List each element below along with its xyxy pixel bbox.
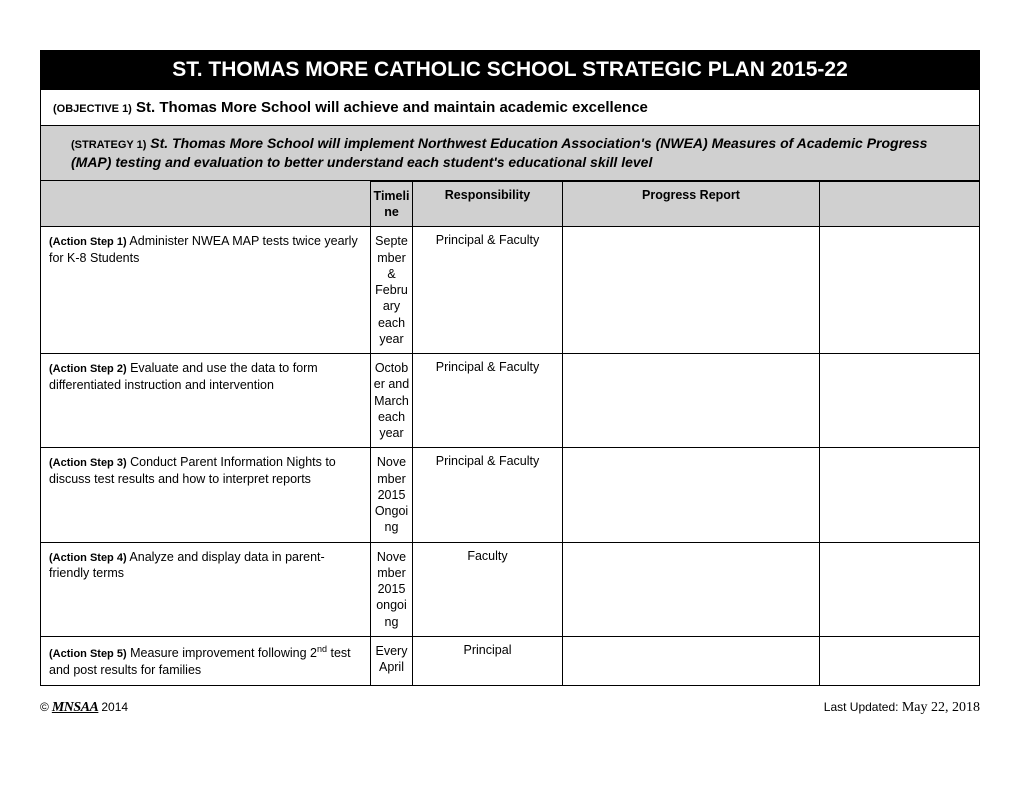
- updated-date: May 22, 2018: [902, 700, 980, 715]
- header-progress: Progress Report: [563, 181, 820, 227]
- action-cell: (Action Step 5) Measure improvement foll…: [41, 636, 371, 685]
- action-cell: (Action Step 4) Analyze and display data…: [41, 542, 371, 636]
- progress-cell: [563, 227, 820, 354]
- responsibility-cell: Principal & Faculty: [413, 227, 563, 354]
- action-cell: (Action Step 1) Administer NWEA MAP test…: [41, 227, 371, 354]
- table-row: (Action Step 4) Analyze and display data…: [41, 542, 980, 636]
- action-step-text: Measure improvement following 2: [127, 646, 317, 660]
- objective-label: (OBJECTIVE 1): [53, 103, 132, 115]
- action-step-label: (Action Step 5): [49, 648, 127, 660]
- action-step-label: (Action Step 4): [49, 552, 127, 564]
- extra-cell: [820, 636, 980, 685]
- progress-cell: [563, 354, 820, 448]
- extra-cell: [820, 354, 980, 448]
- timeline-cell: November 2015 ongoing: [371, 542, 413, 636]
- objective-text: St. Thomas More School will achieve and …: [136, 99, 648, 116]
- timeline-cell: September & February each year: [371, 227, 413, 354]
- copyright-symbol: ©: [40, 700, 49, 714]
- progress-cell: [563, 448, 820, 542]
- timeline-cell: October and March each year: [371, 354, 413, 448]
- progress-cell: [563, 542, 820, 636]
- responsibility-cell: Principal: [413, 636, 563, 685]
- responsibility-cell: Principal & Faculty: [413, 448, 563, 542]
- timeline-cell: November 2015 Ongoing: [371, 448, 413, 542]
- header-row: Timeline Responsibility Progress Report: [41, 181, 980, 227]
- superscript: nd: [317, 644, 327, 654]
- updated-label: Last Updated:: [824, 700, 899, 714]
- page-footer: © MNSAA 2014 Last Updated: May 22, 2018: [40, 700, 980, 716]
- table-row: (Action Step 2) Evaluate and use the dat…: [41, 354, 980, 448]
- header-extra: [820, 181, 980, 227]
- responsibility-cell: Faculty: [413, 542, 563, 636]
- responsibility-cell: Principal & Faculty: [413, 354, 563, 448]
- timeline-cell: Every April: [371, 636, 413, 685]
- objective-row: (OBJECTIVE 1) St. Thomas More School wil…: [40, 90, 980, 126]
- footer-org: MNSAA: [52, 700, 99, 716]
- action-cell: (Action Step 2) Evaluate and use the dat…: [41, 354, 371, 448]
- action-step-label: (Action Step 2): [49, 363, 127, 375]
- action-steps-table: Timeline Responsibility Progress Report …: [40, 181, 980, 686]
- extra-cell: [820, 448, 980, 542]
- extra-cell: [820, 542, 980, 636]
- action-step-label: (Action Step 1): [49, 236, 127, 248]
- action-cell: (Action Step 3) Conduct Parent Informati…: [41, 448, 371, 542]
- header-empty: [41, 181, 371, 227]
- table-row: (Action Step 1) Administer NWEA MAP test…: [41, 227, 980, 354]
- header-responsibility: Responsibility: [413, 181, 563, 227]
- table-row: (Action Step 5) Measure improvement foll…: [41, 636, 980, 685]
- progress-cell: [563, 636, 820, 685]
- table-row: (Action Step 3) Conduct Parent Informati…: [41, 448, 980, 542]
- page-title: ST. THOMAS MORE CATHOLIC SCHOOL STRATEGI…: [40, 50, 980, 90]
- extra-cell: [820, 227, 980, 354]
- strategy-row: (STRATEGY 1) St. Thomas More School will…: [40, 126, 980, 181]
- footer-right: Last Updated: May 22, 2018: [824, 700, 980, 716]
- action-step-label: (Action Step 3): [49, 457, 127, 469]
- footer-left: © MNSAA 2014: [40, 700, 128, 716]
- footer-year: 2014: [101, 700, 128, 714]
- strategy-label: (STRATEGY 1): [71, 139, 146, 151]
- header-timeline: Timeline: [371, 181, 413, 227]
- strategy-text: St. Thomas More School will implement No…: [71, 135, 927, 170]
